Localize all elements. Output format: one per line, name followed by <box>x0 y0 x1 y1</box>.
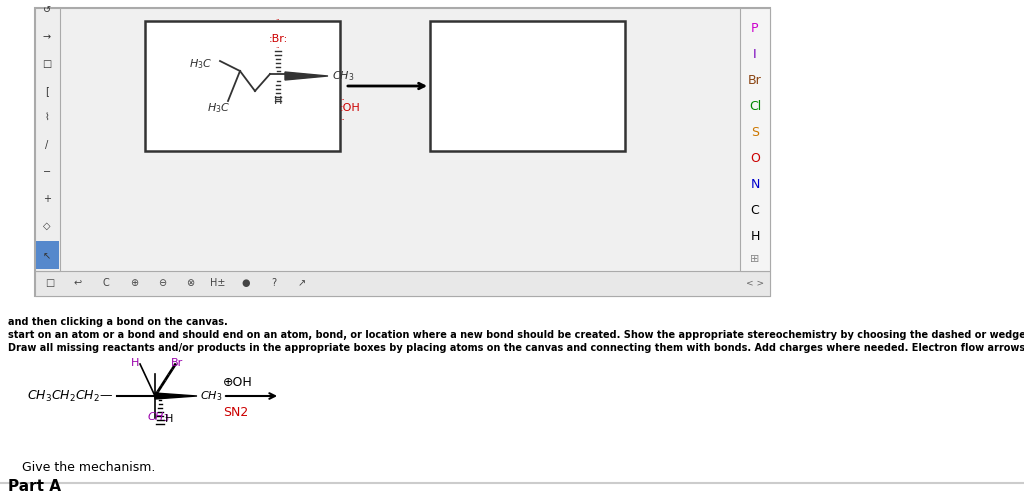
Text: C: C <box>102 278 110 288</box>
Text: ⊗: ⊗ <box>186 278 195 288</box>
Text: Br: Br <box>749 74 762 86</box>
Text: Br: Br <box>171 358 183 368</box>
Text: ⌇: ⌇ <box>45 113 49 123</box>
Text: Cl: Cl <box>749 100 761 112</box>
Text: ⊞: ⊞ <box>751 254 760 264</box>
Text: N: N <box>751 178 760 191</box>
Text: :Br:: :Br: <box>268 34 288 44</box>
Text: I: I <box>754 48 757 60</box>
Text: ↩: ↩ <box>74 278 82 288</box>
Text: →: → <box>43 32 51 42</box>
Text: ..: .. <box>275 43 281 49</box>
Bar <box>35 271 770 296</box>
Text: H: H <box>273 96 283 106</box>
Text: start on an atom or a bond and should end on an atom, bond, or location where a : start on an atom or a bond and should en… <box>8 330 1024 340</box>
Text: < >: < > <box>745 278 764 288</box>
Bar <box>145 21 340 151</box>
Text: H: H <box>751 229 760 243</box>
Bar <box>430 21 625 151</box>
Text: P: P <box>752 22 759 34</box>
Text: Draw all missing reactants and/or products in the appropriate boxes by placing a: Draw all missing reactants and/or produc… <box>8 343 1024 353</box>
Text: S: S <box>751 126 759 138</box>
Text: H±: H± <box>210 278 225 288</box>
Text: ..: .. <box>275 15 281 21</box>
Text: ⊖: ⊖ <box>158 278 166 288</box>
Text: ?: ? <box>271 278 276 288</box>
Text: $CH_3CH_2CH_2$—: $CH_3CH_2CH_2$— <box>27 388 113 404</box>
Text: H: H <box>165 414 173 424</box>
Text: ↺: ↺ <box>43 5 51 15</box>
Text: /: / <box>45 140 48 150</box>
Text: H: H <box>131 358 139 368</box>
Text: $H_3C$: $H_3C$ <box>188 57 212 71</box>
Text: +: + <box>43 194 51 204</box>
Text: ↖: ↖ <box>43 251 51 261</box>
Text: □: □ <box>45 278 54 288</box>
Text: $CH_3$: $CH_3$ <box>332 69 354 83</box>
Text: ..: .. <box>340 95 344 101</box>
Text: Give the mechanism.: Give the mechanism. <box>22 461 156 474</box>
Text: C: C <box>751 203 760 217</box>
Text: $CH_3$: $CH_3$ <box>147 410 169 424</box>
Text: ⊕OH: ⊕OH <box>223 377 253 389</box>
Bar <box>36 241 59 269</box>
Text: SN2: SN2 <box>223 407 248 419</box>
Text: −: − <box>43 167 51 177</box>
Text: ↗: ↗ <box>298 278 306 288</box>
Text: ●: ● <box>242 278 250 288</box>
Text: $H_3C$: $H_3C$ <box>207 101 230 115</box>
Bar <box>35 8 770 296</box>
Polygon shape <box>155 393 197 399</box>
Polygon shape <box>285 72 328 80</box>
Text: ⊕: ⊕ <box>130 278 138 288</box>
Text: O: O <box>750 152 760 164</box>
Bar <box>740 8 770 271</box>
Text: Part A: Part A <box>8 479 61 491</box>
Text: ..: .. <box>340 115 344 121</box>
Bar <box>35 8 60 271</box>
Text: [: [ <box>45 86 49 96</box>
Text: ◇: ◇ <box>43 221 51 231</box>
Text: :OH: :OH <box>340 103 360 113</box>
Text: and then clicking a bond on the canvas.: and then clicking a bond on the canvas. <box>8 317 227 327</box>
Text: □: □ <box>42 59 51 69</box>
Text: $CH_3$: $CH_3$ <box>200 389 222 403</box>
